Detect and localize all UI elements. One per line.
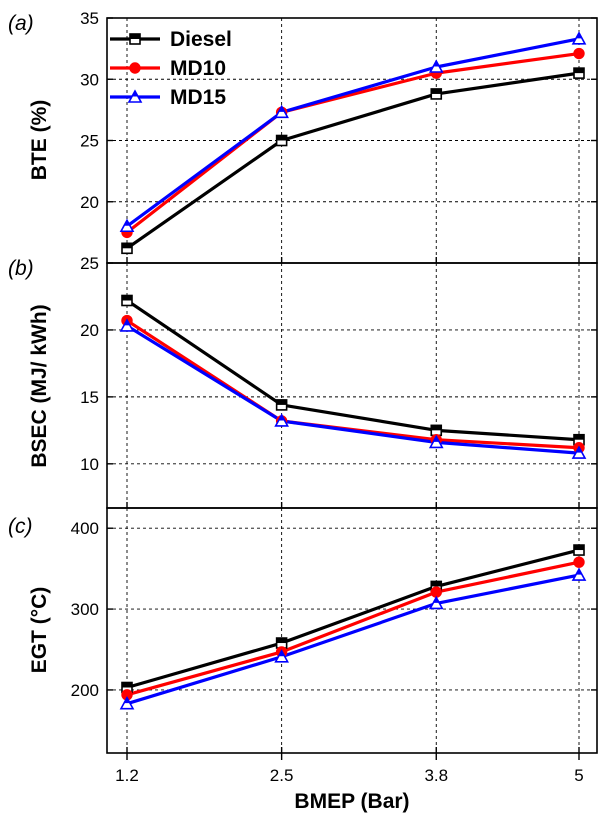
- panel-a-ticks: 20 25 30 35: [80, 9, 597, 263]
- panel-b: 10 15 20 25 (b) BSEC (MJ/ kWh): [8, 254, 598, 509]
- panel-b-frame: [106, 262, 598, 509]
- panel-a-y-tick-label: 25: [80, 132, 99, 151]
- x-axis-tick-label: 2.5: [270, 766, 294, 785]
- panel-b-tag: (b): [8, 257, 34, 280]
- panel-b-data-point: [430, 424, 443, 437]
- x-axis-ticks: 1.2 2.5 3.8 5: [115, 753, 584, 785]
- legend-item: Diesel: [110, 28, 232, 51]
- panel-c-series-line: [126, 560, 580, 697]
- panel-c-data-point: [428, 595, 444, 610]
- panel-a-data-point: [573, 67, 585, 79]
- panel-a-tag: (a): [8, 12, 34, 35]
- panel-c-y-tick-label: 400: [71, 519, 99, 538]
- panel-a-y-tick-label: 30: [80, 70, 99, 89]
- panel-b-series-line: [126, 324, 580, 455]
- legend-label: MD15: [170, 86, 226, 109]
- panel-a-y-axis-label: BTE (%): [28, 100, 51, 181]
- panel-c-y-axis-label: EGT (°C): [28, 587, 51, 674]
- panel-a-data-point: [571, 31, 587, 45]
- panel-c-y-tick-label: 200: [71, 681, 99, 700]
- panel-a-data-point: [428, 59, 444, 73]
- panel-c-series-line: [126, 548, 580, 690]
- panel-a-gridlines: [107, 18, 597, 263]
- x-axis-tick-label: 1.2: [115, 766, 139, 785]
- panel-b-ticks: 10 15 20 25: [80, 254, 597, 508]
- panel-b-y-tick-label: 20: [80, 321, 99, 340]
- panel-c-series-line: [126, 573, 580, 706]
- panel-c-tag: (c): [8, 515, 33, 538]
- panel-a-data-point: [119, 218, 135, 233]
- panel-a-series-line: [126, 37, 580, 228]
- panel-c-data-point: [274, 649, 289, 663]
- panel-a: 20 25 30 35 (a) BTE (%) Diesel MD10 MD15: [8, 9, 598, 264]
- panel-a-series-line: [126, 71, 580, 250]
- legend: Diesel MD10 MD15: [110, 28, 232, 109]
- panel-b-data-point: [274, 413, 289, 427]
- panel-b-data-point: [275, 399, 288, 411]
- panel-b-series-line: [126, 299, 580, 442]
- panel-c-y-tick-label: 300: [71, 600, 99, 619]
- legend-item: MD15: [110, 86, 226, 109]
- panel-c-gridlines: [107, 508, 597, 753]
- panel-c-series: [119, 544, 587, 710]
- panel-a-series: [119, 31, 587, 255]
- x-axis-tick-label: 3.8: [424, 766, 448, 785]
- panel-a-data-point: [121, 242, 133, 255]
- panel-c-data-point: [573, 556, 585, 568]
- panel-c-data-point: [119, 696, 135, 710]
- panel-b-series-line: [126, 319, 580, 450]
- panel-c-data-point: [573, 544, 585, 556]
- legend-label: MD10: [170, 57, 226, 80]
- panel-b-data-point: [571, 445, 587, 459]
- panel-b-y-tick-label: 15: [80, 388, 99, 407]
- panel-b-y-tick-label: 25: [80, 254, 99, 273]
- panel-a-data-point: [275, 134, 288, 147]
- panel-b-gridlines: [107, 263, 597, 508]
- panel-b-data-point: [121, 294, 133, 307]
- panel-c-frame: [106, 507, 598, 754]
- panel-b-series: [119, 294, 587, 459]
- legend-label: Diesel: [170, 28, 232, 51]
- panel-b-data-point: [428, 434, 444, 449]
- panel-a-y-tick-label: 20: [80, 193, 99, 212]
- legend-marker: [129, 33, 141, 45]
- panel-b-data-point: [119, 318, 135, 332]
- panel-a-y-tick-label: 35: [80, 9, 99, 28]
- panel-a-series-line: [126, 51, 580, 234]
- x-axis-label: BMEP (Bar): [294, 790, 409, 813]
- panel-c-data-point: [430, 586, 442, 598]
- panel-c-data-point: [571, 567, 587, 581]
- legend-marker: [129, 62, 141, 74]
- panel-a-data-point: [573, 47, 585, 60]
- panel-b-y-tick-label: 10: [80, 455, 99, 474]
- legend-item: MD10: [110, 57, 226, 80]
- panel-c: 200 300 400 (c) EGT (°C) 1.2 2.5 3.8 5 BMEP (…: [8, 507, 598, 813]
- legend-marker: [127, 89, 143, 103]
- panel-c-ticks: 200 300 400: [71, 519, 597, 753]
- panel-a-data-point: [274, 104, 289, 119]
- panel-b-y-axis-label: BSEC (MJ/ kWh): [28, 304, 51, 467]
- panel-a-data-point: [430, 88, 443, 100]
- x-axis-tick-label: 5: [574, 766, 583, 785]
